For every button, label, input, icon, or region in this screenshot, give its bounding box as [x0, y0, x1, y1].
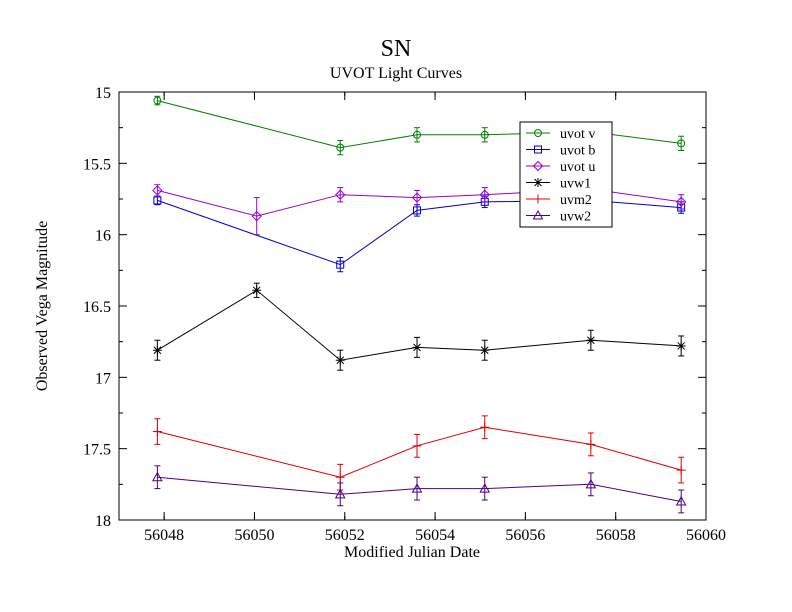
marker-star: [335, 355, 345, 365]
marker-star: [412, 342, 422, 352]
y-tick-label: 15.5: [83, 156, 111, 173]
marker-plus: [152, 427, 162, 437]
series-line: [157, 476, 682, 502]
marker-circle: [534, 129, 542, 137]
x-tick-label: 56048: [144, 527, 184, 544]
series-uvw1: [152, 282, 686, 371]
x-tick-label: 56056: [505, 527, 545, 544]
marker-star: [480, 345, 490, 355]
marker-star: [533, 178, 543, 187]
y-tick-label: 17: [95, 370, 111, 387]
marker-square: [534, 145, 542, 154]
x-tick-label: 56060: [686, 527, 726, 544]
x-tick-label: 56050: [234, 527, 274, 544]
marker-plus: [480, 422, 490, 432]
marker-triangle: [152, 471, 163, 482]
legend-label: uvw1: [560, 177, 591, 192]
marker-square: [413, 206, 422, 215]
marker-diamond: [532, 160, 544, 172]
marker-circle: [480, 130, 489, 139]
y-tick-label: 18: [95, 513, 111, 530]
marker-diamond: [411, 192, 423, 203]
marker-triangle: [585, 478, 597, 489]
series-layer: [152, 95, 687, 514]
marker-diamond: [479, 189, 490, 200]
legend-entry: uvm2: [526, 193, 592, 208]
marker-star: [152, 345, 162, 355]
marker-diamond: [251, 210, 262, 222]
marker-triangle: [334, 488, 346, 499]
series-line: [157, 426, 682, 478]
marker-plus: [676, 465, 686, 475]
legend-entry: uvot b: [526, 144, 595, 159]
y-tick-label: 17.5: [83, 442, 111, 459]
marker-star: [252, 285, 262, 295]
marker-plus: [533, 194, 543, 204]
legend-label: uvot u: [560, 160, 595, 175]
legend-box: [519, 121, 613, 228]
legend-label: uvw2: [560, 210, 591, 225]
marker-square: [153, 196, 162, 205]
plot-frame: [118, 91, 707, 521]
marker-square: [336, 260, 345, 269]
y-tick-label: 16.5: [83, 299, 111, 316]
marker-diamond: [152, 185, 163, 196]
x-tick-label: 56052: [325, 527, 365, 544]
marker-plus: [412, 441, 422, 451]
marker-diamond: [675, 196, 687, 208]
marker-triangle: [532, 209, 544, 220]
marker-circle: [336, 143, 345, 152]
chart-title: SN: [381, 36, 412, 62]
y-tick-label: 15: [95, 85, 111, 102]
axis-ticks: 56048 56050 56052 56054 56056 56058 56060 15 15.…: [83, 85, 726, 544]
marker-circle: [677, 139, 686, 148]
x-axis-label: Modified Julian Date: [344, 544, 480, 561]
legend-entry: uvot u: [526, 160, 595, 175]
marker-star: [676, 341, 686, 351]
marker-triangle: [479, 483, 491, 493]
legend-entry: uvw1: [526, 177, 591, 192]
x-tick-label: 56054: [415, 527, 455, 544]
marker-triangle: [411, 483, 423, 493]
chart-subtitle: UVOT Light Curves: [330, 65, 462, 82]
legend-entry: uvw2: [526, 210, 591, 225]
marker-plus: [335, 472, 345, 482]
y-tick-label: 16: [95, 228, 111, 245]
y-axis-label: Observed Vega Magnitude: [34, 221, 51, 391]
marker-plus: [586, 439, 596, 449]
legend-entry: uvot v: [526, 127, 595, 142]
legend-label: uvm2: [560, 193, 592, 208]
marker-diamond: [335, 189, 346, 200]
legend-label: uvot b: [560, 144, 595, 159]
marker-triangle: [675, 495, 687, 506]
marker-star: [586, 335, 596, 345]
marker-circle: [413, 130, 422, 139]
marker-circle: [153, 96, 162, 105]
legend-label: uvot v: [560, 127, 595, 142]
x-tick-label: 56058: [596, 527, 636, 544]
series-uvw2: [152, 465, 687, 514]
